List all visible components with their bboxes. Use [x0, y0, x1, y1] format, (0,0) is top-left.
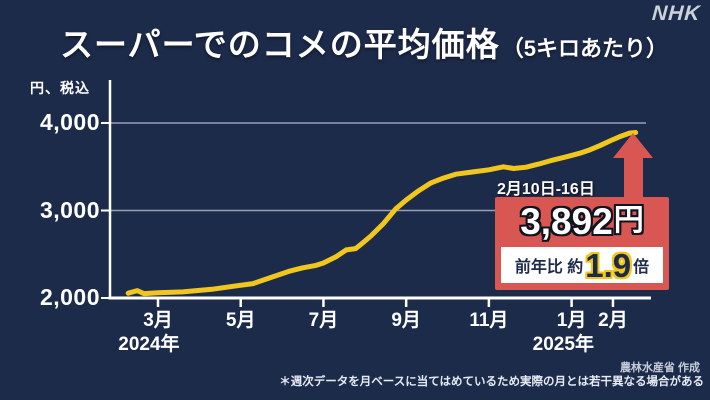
latest-price-callout: 2月10日-16日 3,892 円 前年比 約 1.9 倍 [495, 175, 669, 290]
x-tick-label: 9月 [391, 310, 421, 331]
y-axis-unit-label: 円、税込 [30, 80, 90, 96]
price-value: 3,892 [520, 200, 613, 242]
y-tick-label: 3,000 [39, 196, 100, 223]
price-box: 3,892 円 前年比 約 1.9 倍 [495, 197, 669, 290]
yoy-suffix-label: 倍 [633, 259, 650, 276]
price-unit: 円 [613, 204, 644, 237]
x-tick-label: 5月 [225, 310, 256, 331]
arrow-up-icon [613, 133, 653, 199]
page-title: スーパーでのコメの平均価格 （5キロあたり） [60, 18, 668, 66]
x-tick-label: 7月 [308, 310, 339, 331]
x-tick-label: 1月 [556, 310, 587, 331]
chart-title: スーパーでのコメの平均価格 [60, 26, 500, 63]
x-tick-label: 11月 [469, 310, 509, 331]
chart-subtitle: （5キロあたり） [501, 36, 668, 61]
x-tick-label: 2月 [598, 310, 628, 331]
x-tick-label: 3月 [143, 310, 173, 331]
year-label: 2024年 [118, 334, 180, 355]
yoy-prefix-label: 前年比 約 [514, 259, 584, 276]
source-attribution: 農林水産省 作成 [619, 362, 700, 374]
footnote: ＊週次データを月ベースに当てはめているため実際の月とは若干異なる場合がある [279, 376, 704, 388]
period-label: 2月10日-16日 [497, 181, 595, 198]
price-line-series [125, 130, 639, 297]
y-tick-label: 2,000 [39, 284, 100, 310]
yoy-ratio-value: 1.9 [585, 246, 632, 284]
price-value-row: 3,892 円 [495, 197, 669, 245]
year-label: 2025年 [532, 334, 594, 355]
yoy-box: 前年比 約 1.9 倍 [501, 247, 663, 283]
y-tick-label: 4,000 [39, 109, 100, 135]
